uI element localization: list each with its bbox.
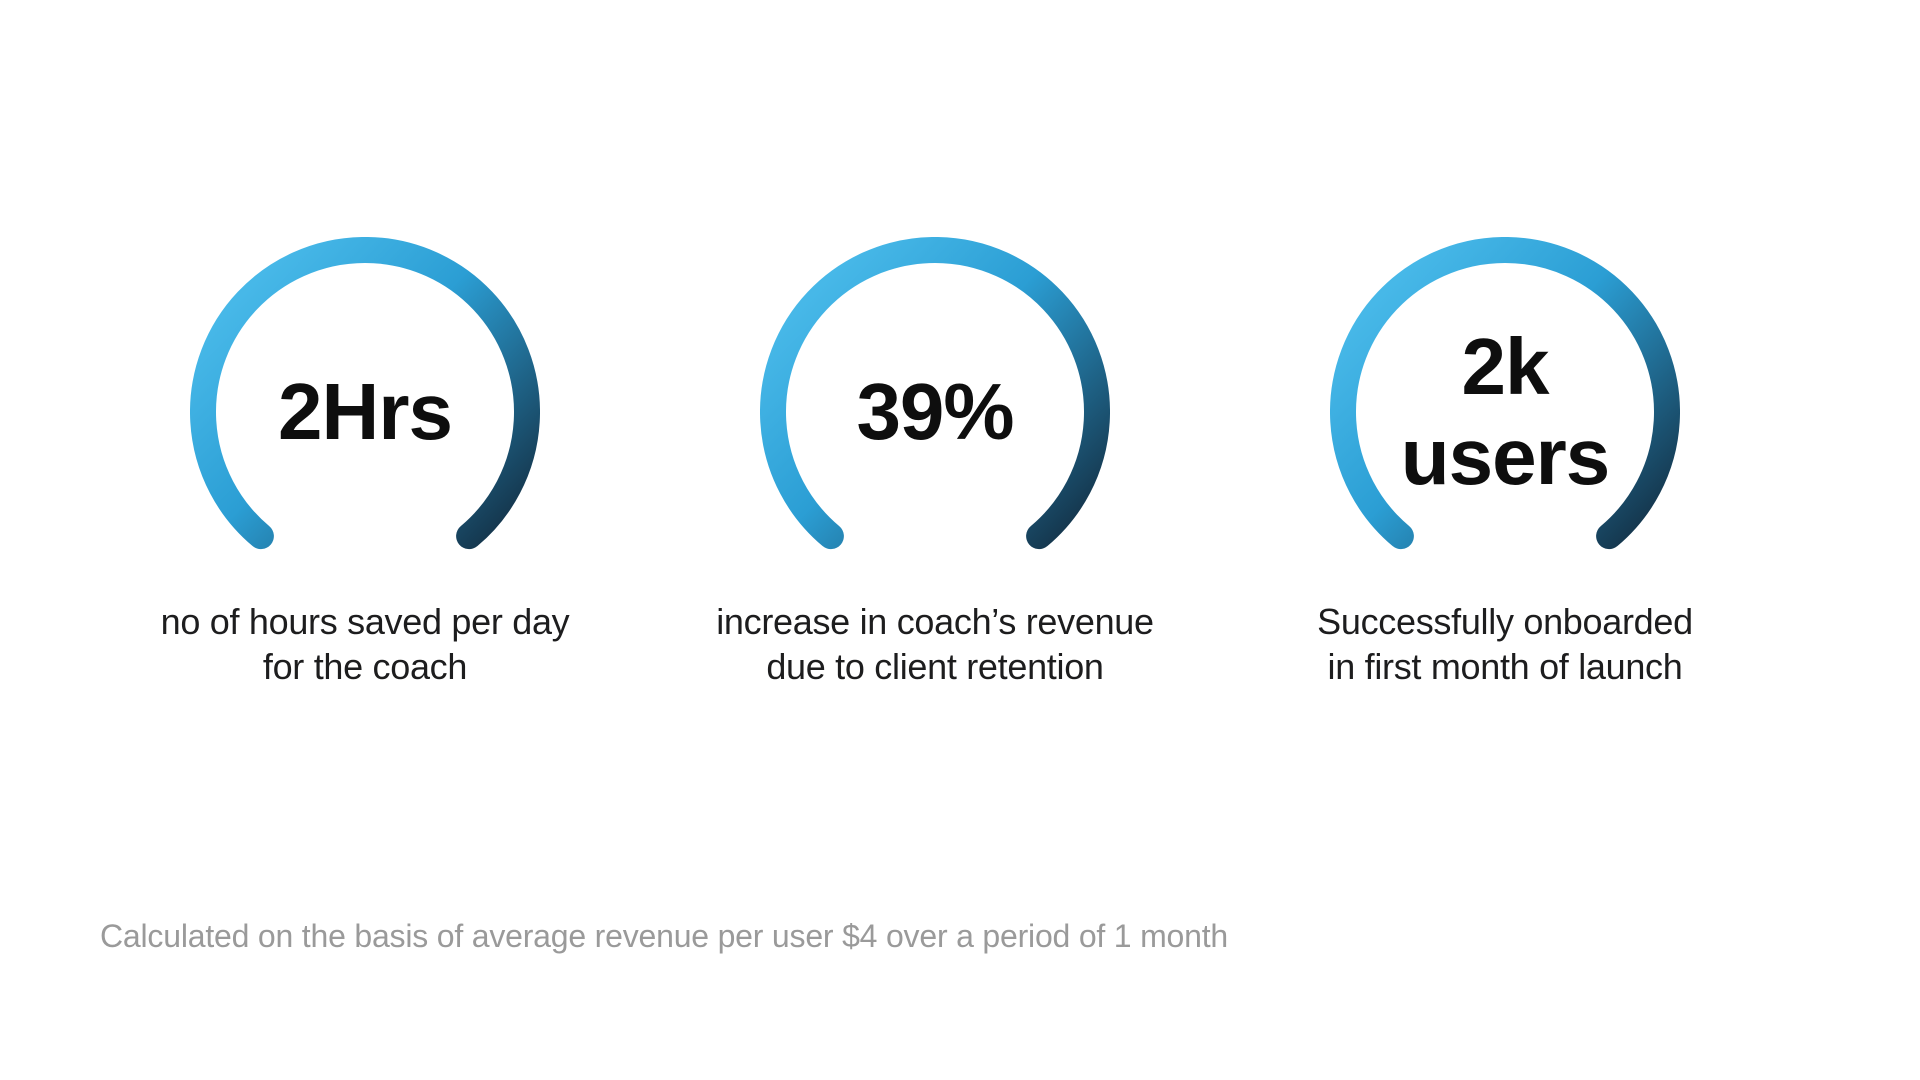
gauge-caption: no of hours saved per day for the coach — [161, 599, 570, 689]
gauge-value-line1: 39% — [856, 367, 1014, 457]
stats-row: 2Hrs no of hours saved per day for the c… — [80, 237, 1790, 689]
gauge-caption-line2: in first month of launch — [1327, 646, 1683, 687]
stat-column-hours-saved: 2Hrs no of hours saved per day for the c… — [80, 237, 650, 689]
gauge-users-onboarded: 2k users — [1330, 237, 1680, 587]
gauge-value-line1: 2k — [1461, 322, 1550, 412]
gauge-arc-icon — [760, 237, 1110, 550]
gauge-value: 2Hrs — [190, 237, 540, 587]
gauge-value-line2: users — [1400, 412, 1610, 501]
gauge-revenue-increase: 39% — [760, 237, 1110, 587]
gauge-caption-line1: no of hours saved per day — [160, 601, 570, 642]
gauge-arc-icon — [1330, 237, 1680, 550]
footnote: Calculated on the basis of average reven… — [100, 918, 1229, 954]
gauge-value: 39% — [760, 237, 1110, 587]
gauge-value: 2k users — [1330, 237, 1680, 587]
gauge-caption: increase in coach’s revenue due to clien… — [716, 599, 1154, 689]
gauge-caption-line1: increase in coach’s revenue — [716, 601, 1154, 642]
gauge-caption-line1: Successfully onboarded — [1317, 601, 1693, 642]
gauge-arc-icon — [190, 237, 540, 550]
stat-column-users-onboarded: 2k users Successfully onboarded in first… — [1220, 237, 1790, 689]
gauge-caption-line2: due to client retention — [766, 646, 1104, 687]
gauge-value-line1: 2Hrs — [278, 367, 453, 457]
stat-column-revenue-increase: 39% increase in coach’s revenue due to c… — [650, 237, 1220, 689]
gauge-caption-line2: for the coach — [262, 646, 468, 687]
gauge-hours-saved: 2Hrs — [190, 237, 540, 587]
gauge-caption: Successfully onboarded in first month of… — [1317, 599, 1693, 689]
